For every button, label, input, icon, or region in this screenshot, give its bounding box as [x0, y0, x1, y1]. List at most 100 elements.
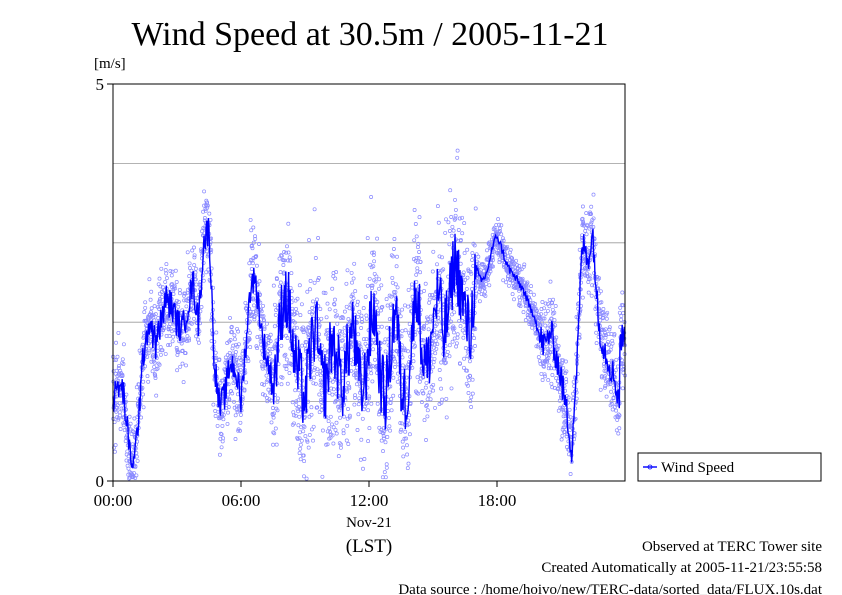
data-point [306, 333, 311, 337]
data-point [534, 308, 539, 313]
data-point [232, 333, 237, 338]
data-point [400, 363, 405, 368]
data-point [564, 377, 569, 382]
data-point [152, 318, 157, 323]
data-point [357, 396, 362, 401]
data-point [232, 399, 236, 404]
data-point [546, 366, 551, 371]
data-point [589, 212, 593, 216]
data-point [270, 358, 274, 363]
x-tick-label: 06:00 [222, 491, 261, 510]
data-point [425, 403, 429, 408]
data-point [306, 325, 311, 330]
data-point [325, 301, 330, 306]
data-point [461, 270, 466, 275]
data-point [173, 286, 178, 291]
data-point [383, 349, 388, 354]
data-point [282, 250, 287, 254]
data-point [118, 368, 123, 373]
data-point [178, 364, 183, 369]
data-point [440, 397, 445, 402]
data-point [297, 388, 301, 393]
data-point [427, 293, 432, 298]
data-point [591, 216, 596, 221]
data-point [308, 287, 312, 292]
data-point [247, 330, 252, 335]
data-point [294, 310, 299, 315]
data-point [282, 363, 287, 368]
data-point [446, 220, 451, 225]
data-point [381, 449, 385, 454]
y-axis-label: [m/s] [94, 56, 126, 72]
data-point [395, 379, 400, 384]
data-point [187, 274, 192, 279]
data-point [246, 359, 251, 363]
data-point [394, 264, 399, 269]
data-point [268, 332, 273, 337]
data-point [518, 267, 522, 272]
data-point [377, 425, 382, 430]
data-point [342, 333, 347, 338]
data-point [573, 406, 578, 411]
data-point [304, 476, 309, 481]
data-point [465, 275, 470, 280]
data-point [181, 380, 186, 385]
data-point [528, 290, 533, 295]
data-point [333, 297, 337, 302]
data-point [139, 395, 144, 400]
data-point [344, 281, 349, 286]
data-point [466, 383, 470, 388]
data-point [422, 324, 427, 328]
data-point [447, 242, 452, 247]
data-point [554, 335, 559, 340]
data-point [255, 335, 260, 340]
data-point [431, 382, 436, 387]
footer-site: Observed at TERC Tower site [642, 539, 822, 555]
data-point [422, 418, 427, 423]
data-point [562, 425, 567, 430]
data-point [335, 313, 340, 318]
data-point [467, 359, 472, 364]
data-point [227, 397, 232, 402]
data-point [542, 306, 547, 311]
data-point [117, 363, 121, 368]
data-point [238, 367, 243, 372]
data-point [312, 280, 317, 285]
data-point [591, 225, 596, 229]
data-point [290, 400, 295, 405]
data-point [116, 417, 121, 422]
data-point [363, 294, 368, 299]
data-point [464, 286, 469, 291]
data-point [375, 300, 380, 304]
data-point [563, 359, 568, 364]
data-point [460, 328, 465, 333]
data-point [445, 349, 450, 354]
data-point [275, 396, 280, 401]
data-point [214, 355, 219, 360]
data-point [200, 229, 205, 234]
data-point [271, 283, 276, 288]
data-point [360, 416, 365, 421]
data-point [236, 329, 241, 334]
data-point [369, 401, 374, 406]
data-point [359, 326, 364, 330]
data-point [405, 466, 410, 471]
data-point [324, 315, 329, 320]
data-point [356, 412, 361, 417]
data-point [427, 297, 432, 302]
data-point [577, 291, 581, 296]
data-point [287, 371, 292, 375]
data-point [148, 297, 153, 302]
data-point [219, 445, 224, 450]
data-point [176, 304, 181, 309]
data-point [286, 221, 291, 226]
data-point [221, 436, 226, 441]
data-point [589, 204, 594, 209]
data-point [311, 299, 315, 304]
data-point [151, 312, 156, 317]
data-point [391, 254, 395, 259]
data-point [453, 207, 458, 212]
data-point [145, 320, 150, 325]
data-point [319, 316, 324, 321]
data-point [272, 324, 277, 329]
